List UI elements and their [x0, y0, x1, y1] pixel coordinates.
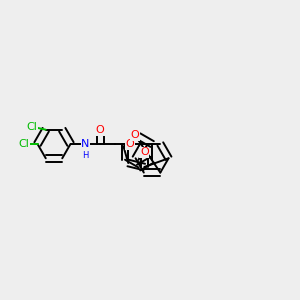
Text: H: H [82, 151, 88, 160]
Text: O: O [125, 139, 134, 149]
Text: O: O [131, 130, 140, 140]
Text: Cl: Cl [19, 139, 29, 149]
Text: N: N [81, 139, 89, 149]
Text: O: O [96, 125, 105, 135]
Text: Cl: Cl [27, 122, 38, 132]
Text: O: O [140, 147, 148, 157]
